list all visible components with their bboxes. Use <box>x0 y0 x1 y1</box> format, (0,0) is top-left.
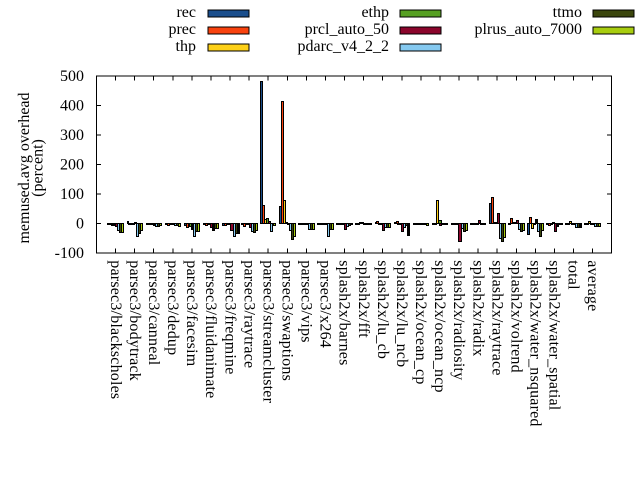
svg-text:splash2x/water_nsquared: splash2x/water_nsquared <box>527 260 544 426</box>
svg-text:parsec3/x264: parsec3/x264 <box>317 260 334 348</box>
svg-text:average: average <box>584 260 601 311</box>
svg-text:splash2x/radiosity: splash2x/radiosity <box>450 260 467 380</box>
svg-text:parsec3/canneal: parsec3/canneal <box>145 260 162 366</box>
svg-text:memused.avg overhead: memused.avg overhead <box>16 92 33 243</box>
svg-text:thp: thp <box>176 38 196 55</box>
svg-text:splash2x/radix: splash2x/radix <box>469 260 486 356</box>
svg-text:splash2x/ocean_cp: splash2x/ocean_cp <box>412 260 429 384</box>
svg-text:parsec3/fluidanimate: parsec3/fluidanimate <box>202 260 219 398</box>
svg-text:parsec3/raytrace: parsec3/raytrace <box>240 260 257 368</box>
svg-text:prcl_auto_50: prcl_auto_50 <box>305 21 389 38</box>
svg-text:rec: rec <box>176 4 196 21</box>
svg-text:splash2x/lu_ncb: splash2x/lu_ncb <box>393 260 410 367</box>
svg-text:splash2x/ocean_ncp: splash2x/ocean_ncp <box>431 260 448 392</box>
svg-text:parsec3/swaptions: parsec3/swaptions <box>279 260 296 381</box>
svg-text:splash2x/fft: splash2x/fft <box>355 260 372 338</box>
svg-text:splash2x/lu_cb: splash2x/lu_cb <box>374 260 391 359</box>
svg-text:300: 300 <box>60 127 84 144</box>
svg-text:splash2x/barnes: splash2x/barnes <box>336 260 353 365</box>
svg-text:prec: prec <box>168 21 196 38</box>
svg-text:splash2x/raytrace: splash2x/raytrace <box>488 260 505 375</box>
svg-text:ethp: ethp <box>361 4 389 21</box>
svg-text:ttmo: ttmo <box>553 4 582 21</box>
svg-text:(percent): (percent) <box>30 139 47 197</box>
svg-text:parsec3/dedup: parsec3/dedup <box>164 260 181 355</box>
svg-text:0: 0 <box>76 216 84 233</box>
svg-text:parsec3/bodytrack: parsec3/bodytrack <box>126 260 143 381</box>
svg-text:splash2x/water_spatial: splash2x/water_spatial <box>546 260 563 410</box>
svg-text:-100: -100 <box>55 245 84 262</box>
svg-text:parsec3/freqmine: parsec3/freqmine <box>221 260 238 374</box>
svg-text:parsec3/facesim: parsec3/facesim <box>183 260 200 366</box>
svg-text:parsec3/vips: parsec3/vips <box>298 260 315 342</box>
svg-text:pdarc_v4_2_2: pdarc_v4_2_2 <box>297 38 389 55</box>
svg-text:splash2x/volrend: splash2x/volrend <box>507 260 524 373</box>
svg-text:500: 500 <box>60 68 84 85</box>
svg-text:parsec3/blackscholes: parsec3/blackscholes <box>107 260 124 399</box>
svg-text:400: 400 <box>60 98 84 115</box>
svg-text:200: 200 <box>60 157 84 174</box>
svg-text:parsec3/streamcluster: parsec3/streamcluster <box>259 260 276 403</box>
svg-text:plrus_auto_7000: plrus_auto_7000 <box>474 21 582 38</box>
svg-text:total: total <box>565 260 582 290</box>
svg-text:100: 100 <box>60 186 84 203</box>
